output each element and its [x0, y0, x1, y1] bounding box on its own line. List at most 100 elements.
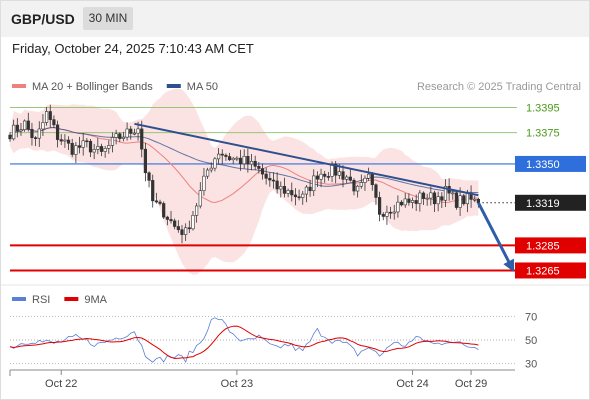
- candle-body: [249, 160, 254, 165]
- candle-body: [52, 119, 56, 126]
- candle: [275, 172, 279, 194]
- candle-body: [293, 194, 298, 198]
- legend-swatch-0: [12, 84, 26, 88]
- candle: [367, 167, 371, 181]
- candle: [209, 162, 213, 173]
- candle: [308, 179, 312, 197]
- candle-body: [99, 146, 104, 152]
- candle-body: [162, 203, 166, 218]
- candle: [187, 220, 191, 234]
- time-label-Oct 29: Oct 29: [455, 378, 487, 390]
- candle: [162, 201, 166, 219]
- candle: [92, 143, 96, 160]
- candle-body: [114, 133, 118, 138]
- level-label-1.3350: 1.3350: [526, 159, 560, 171]
- level-label-1.3319: 1.3319: [526, 198, 560, 210]
- candle-body: [213, 158, 217, 169]
- candle: [129, 125, 133, 140]
- candle-body: [147, 172, 151, 181]
- rsi-line: [9, 317, 479, 364]
- level-box-1.3350: [515, 155, 586, 172]
- candle-body: [26, 120, 30, 130]
- candle: [326, 171, 330, 181]
- instrument-title: GBP/USD: [11, 11, 75, 27]
- candle-body: [206, 169, 210, 177]
- candle: [77, 136, 82, 154]
- candle-body: [154, 200, 158, 203]
- candle-body: [312, 175, 316, 192]
- candle-body: [121, 136, 126, 139]
- candle: [70, 138, 74, 158]
- candle-body: [151, 180, 155, 202]
- candle-body: [308, 186, 312, 192]
- candle: [224, 153, 228, 161]
- candle: [202, 167, 206, 196]
- rsi-tick-30: 30: [525, 358, 537, 370]
- candle: [114, 129, 118, 145]
- candle-body: [176, 226, 180, 230]
- candle-body: [290, 190, 294, 196]
- candle: [23, 119, 27, 132]
- resistance-trendline: [134, 122, 479, 197]
- timeframe-badge[interactable]: 30 MIN: [83, 7, 133, 30]
- candle: [184, 223, 188, 241]
- candle-body: [30, 128, 34, 138]
- candle: [381, 212, 385, 221]
- candle-body: [231, 157, 235, 161]
- ma50-line: [9, 126, 479, 194]
- candle-body: [184, 227, 188, 235]
- candle-body: [275, 180, 279, 190]
- candle-body: [191, 215, 195, 230]
- candle: [231, 156, 235, 165]
- candle-body: [337, 171, 341, 176]
- candle: [385, 205, 389, 225]
- candle-body: [41, 122, 45, 130]
- time-label-Oct 24: Oct 24: [396, 378, 428, 390]
- candle: [436, 191, 440, 212]
- candle-body: [110, 137, 115, 146]
- candle-body: [363, 177, 367, 183]
- candle-body: [345, 176, 349, 180]
- candle: [286, 188, 290, 198]
- candle: [403, 193, 407, 208]
- candle-body: [436, 196, 440, 205]
- candle-body: [195, 205, 199, 216]
- candle-body: [356, 185, 360, 192]
- candle: [55, 120, 60, 148]
- candle-body: [425, 197, 429, 200]
- candle-body: [403, 198, 407, 206]
- candle: [297, 189, 301, 201]
- candle-body: [319, 173, 323, 180]
- candle-body: [378, 197, 382, 215]
- candle: [345, 174, 349, 183]
- candle: [249, 153, 254, 171]
- candle: [352, 178, 356, 196]
- watermark: Research © 2025 Trading Central: [417, 81, 581, 93]
- candle: [271, 172, 276, 189]
- candle-body: [143, 148, 147, 174]
- candle: [425, 193, 429, 206]
- candle: [264, 167, 268, 185]
- candle: [59, 134, 63, 145]
- legend-label-1: MA 50: [187, 81, 218, 93]
- candle: [12, 119, 16, 141]
- candle-body: [180, 229, 184, 235]
- candle: [41, 114, 45, 136]
- candle-body: [55, 124, 60, 140]
- candle: [392, 204, 396, 220]
- rsi-legend-label-1: 9MA: [84, 294, 107, 306]
- candle-body: [132, 132, 137, 135]
- candle-body: [129, 128, 133, 134]
- candle-body: [260, 168, 265, 175]
- candle-body: [381, 214, 385, 217]
- candle: [143, 142, 147, 182]
- candle-body: [238, 157, 243, 165]
- candle: [132, 128, 137, 136]
- candle: [52, 115, 56, 128]
- rsi-legend-label-0: RSI: [32, 294, 50, 306]
- candle: [216, 147, 221, 165]
- candle-body: [63, 139, 67, 142]
- candle: [85, 138, 89, 148]
- candle: [34, 136, 38, 147]
- candle-body: [227, 156, 232, 161]
